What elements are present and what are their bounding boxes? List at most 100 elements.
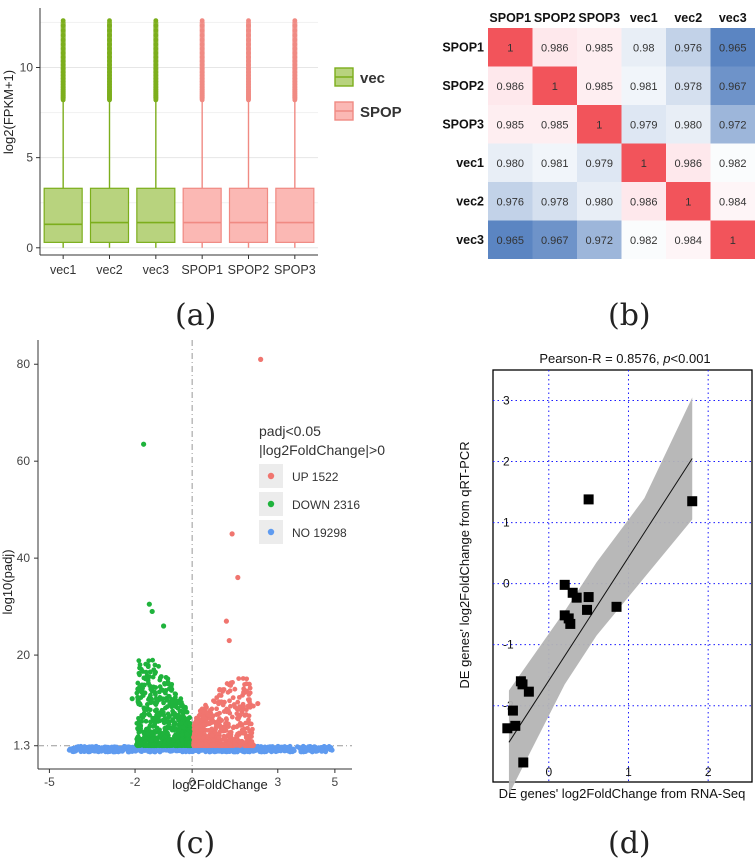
caption-b: (b) [608,298,651,333]
heatmap-cell-value: 1 [507,42,513,54]
up-point [191,742,197,747]
up-point [219,743,225,749]
outlier-point [107,42,112,47]
outlier-point [60,46,66,52]
down-point [158,675,163,681]
up-point [230,725,236,731]
heatmap-cell [666,66,711,105]
down-point [135,694,140,700]
heatmap-col-label: vec1 [630,11,658,25]
up-point [228,703,233,709]
no-point [294,744,300,750]
data-point [583,494,594,505]
box-iqr [89,187,130,243]
heatmap-cell-value: 0.984 [719,196,747,208]
heatmap-cell-value: 0.981 [541,158,569,170]
heatmap-cell [621,182,666,221]
up-point [246,692,252,697]
data-point [583,592,594,603]
up-point [240,692,245,698]
outlier-point [292,62,298,68]
panel-d-correlation: Pearson-R = 0.8576, p<0.001 DE genes' lo… [457,351,753,801]
data-point [582,604,593,615]
no-point [226,749,232,755]
down-point [143,669,149,675]
up-point [237,704,243,710]
no-point [121,744,127,749]
heatmap-cell-value: 0.985 [585,81,613,93]
down-point [179,732,185,738]
no-point [112,749,118,755]
box-iqr [182,187,222,243]
up-point [241,686,247,692]
no-point [82,744,87,749]
outlier-point [246,28,251,33]
heatmap-col-label: vec2 [674,11,702,25]
up-point [225,689,231,695]
up-point [209,733,215,738]
heatmap-cell [532,66,577,105]
down-point [173,735,179,741]
heatmap-col-label: SPOP3 [578,11,620,25]
heatmap-cell-value: 0.982 [630,235,658,247]
outlier-point [199,69,205,75]
x-tick-label: 1 [625,765,632,779]
down-point [161,623,167,629]
up-point [226,741,232,746]
heatmap-cell-value: 1 [685,196,691,208]
y-tick-label: 3 [503,394,510,408]
heatmap-cell [666,143,711,182]
outlier-point [153,58,159,64]
panel-a-ylabel: log2(FPKM+1) [1,70,16,154]
up-point [236,714,242,720]
outlier-point [153,18,159,24]
no-point [309,748,315,753]
heatmap-cell [710,28,755,67]
up-point [258,356,264,362]
x-tick-label: 0 [545,765,552,779]
heatmap-cell-value: 0.981 [630,81,658,93]
x-tick-label: 3 [274,775,281,789]
up-point [198,727,204,733]
up-point [232,704,238,710]
outlier-point [292,46,298,52]
down-point [150,674,156,680]
x-tick-label: SPOP2 [228,263,270,277]
down-point [162,705,168,711]
outlier-point [246,23,251,29]
no-point [252,747,258,753]
up-point [250,703,256,709]
up-point [230,680,235,685]
down-point [143,718,149,724]
up-point [203,702,208,708]
up-point [245,703,251,709]
no-point [302,745,308,750]
outlier-point [107,50,112,56]
outlier-point [107,66,112,71]
outlier-point [292,37,298,43]
box-vec3 [136,18,176,248]
outlier-point [60,23,66,29]
no-point [277,747,283,753]
down-point [168,703,174,709]
heatmap-cell-value: 0.979 [630,119,658,131]
outlier-point [153,69,159,75]
panel-a-boxplot: log2(FPKM+1) 0 5 10 vec1 vec2 vec3 SPOP1 SPOP2 S… [1,8,402,277]
heatmap-cell [666,182,711,221]
up-point [249,740,254,746]
outlier-point [246,62,251,68]
outlier-point [246,50,251,56]
up-point [196,742,202,748]
up-point [243,735,249,741]
outlier-point [199,58,205,64]
heatmap-cell [532,182,577,221]
up-point [192,736,198,742]
x-tick-label: vec3 [143,263,169,277]
volcano-points [66,356,335,755]
legend-label: NO 19298 [292,526,347,540]
up-point [250,726,255,732]
outlier-point [199,62,205,68]
up-point [201,709,206,715]
no-point [163,747,169,753]
down-point [142,690,148,696]
